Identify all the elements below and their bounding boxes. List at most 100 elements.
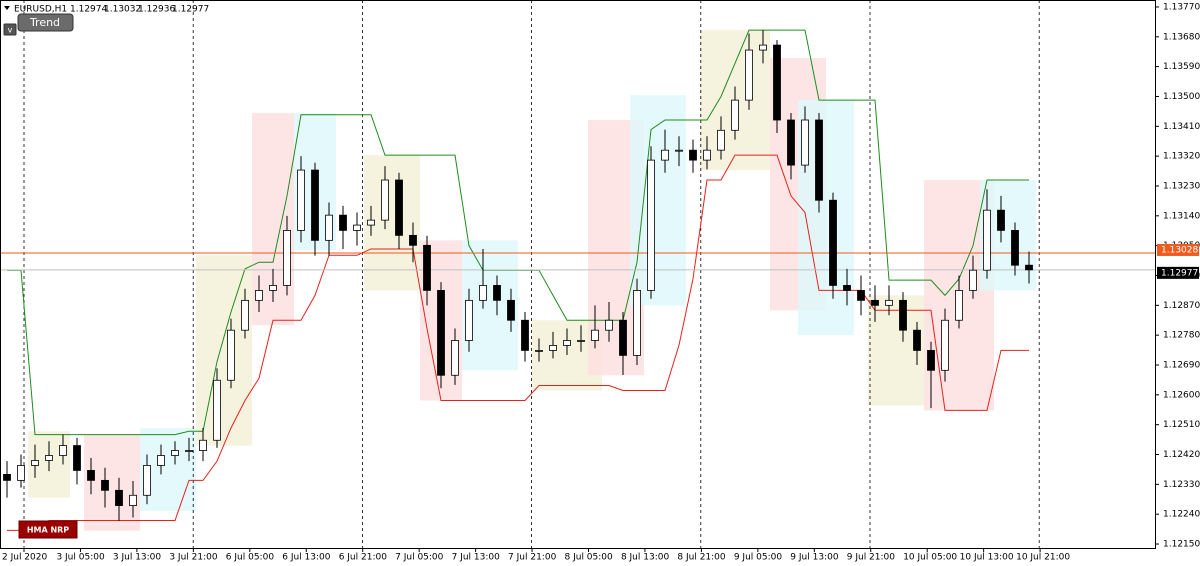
candle-body [381, 179, 389, 221]
collapse-label: v [8, 26, 13, 35]
candle-body [45, 455, 53, 461]
y-tick-label: 1.13770 [1163, 2, 1200, 12]
candle-body [199, 439, 207, 451]
zone [630, 95, 686, 306]
x-tick-label: 3 Jul 21:00 [169, 553, 218, 563]
candle-body [969, 269, 977, 291]
candle-body [577, 340, 585, 342]
indicator-badge[interactable]: HMA NRP [18, 520, 78, 539]
y-tick-label: 1.12690 [1163, 361, 1200, 371]
x-tick-label: 8 Jul 05:00 [565, 553, 614, 563]
candle-body [353, 224, 361, 231]
candle-body [17, 465, 25, 481]
candle-body [703, 149, 711, 161]
zone [84, 434, 140, 531]
candle-body [591, 329, 599, 341]
candle-body [941, 319, 949, 371]
zone [196, 255, 252, 446]
y-tick-label: 1.12240 [1163, 510, 1200, 520]
x-tick-label: 7 Jul 05:00 [395, 553, 444, 563]
candle-body [367, 219, 375, 226]
x-tick-label: 10 Jul 05:00 [903, 553, 957, 563]
candle-body [871, 299, 879, 306]
candle-body [493, 285, 501, 301]
price-label: 1.13028 [1161, 245, 1198, 255]
y-tick-label: 1.13230 [1163, 181, 1200, 191]
x-tick-label: 7 Jul 13:00 [452, 553, 501, 563]
candle-body [745, 49, 753, 101]
candle-body [815, 119, 823, 201]
candle-body [143, 465, 151, 496]
price-label: 1.12977 [1161, 268, 1198, 278]
candle-body [787, 119, 795, 166]
candle-body [339, 214, 347, 231]
price-label-box [1157, 243, 1199, 256]
candle-body [31, 460, 39, 466]
candle-body [479, 285, 487, 301]
candle-body [115, 489, 123, 506]
y-tick-label: 1.13140 [1163, 211, 1200, 221]
candle-body [899, 299, 907, 331]
trend-button[interactable]: Trend [17, 13, 74, 32]
y-tick-label: 1.13680 [1163, 32, 1200, 42]
candle-body [689, 149, 697, 161]
candle-body [731, 99, 739, 131]
candle-body [829, 199, 837, 286]
candle-body [297, 169, 305, 231]
candle-body [171, 450, 179, 456]
candle-body [927, 350, 935, 371]
chart-title: EURUSD,H1 [14, 5, 67, 15]
y-tick-label: 1.12780 [1163, 331, 1200, 341]
candle-body [983, 209, 991, 271]
last-bar-value: 1.12936 [138, 5, 175, 15]
candle-body [1011, 230, 1019, 266]
candle-body [283, 230, 291, 286]
y-tick-label: 1.13590 [1163, 62, 1200, 72]
candle-body [843, 285, 851, 291]
last-bar-value: 1.12974 [70, 5, 107, 15]
candle-body [129, 494, 137, 506]
x-tick-label: 10 Jul 13:00 [960, 553, 1014, 563]
candle-body [955, 290, 963, 321]
candle-body [507, 299, 515, 321]
last-bar-value: 1.12977 [172, 5, 209, 15]
menu-arrow[interactable] [4, 6, 10, 10]
candle-body [521, 319, 529, 351]
candle-body [227, 329, 235, 381]
candle-body [633, 290, 641, 356]
candle-body [549, 345, 557, 351]
candle-body [437, 290, 445, 376]
trend-label: Trend [29, 16, 60, 29]
x-tick-label: 9 Jul 21:00 [847, 553, 896, 563]
candle-body [535, 350, 543, 352]
candle-body [759, 44, 767, 51]
candle-body [59, 445, 67, 456]
candle-body [157, 455, 165, 466]
candle-body [997, 209, 1005, 231]
candle-body [619, 319, 627, 356]
candle-body [311, 169, 319, 241]
x-tick-label: 9 Jul 05:00 [734, 553, 783, 563]
candle-body [409, 234, 417, 246]
x-tick-label: 3 Jul 13:00 [113, 553, 162, 563]
x-tick-label: 10 Jul 21:00 [1016, 553, 1070, 563]
candle-body [87, 470, 95, 481]
candle-body [913, 329, 921, 351]
y-tick-label: 1.12870 [1163, 301, 1200, 311]
candle-body [325, 214, 333, 241]
x-tick-label: 8 Jul 21:00 [677, 553, 726, 563]
y-tick-label: 1.12600 [1163, 390, 1200, 400]
y-tick-label: 1.12420 [1163, 450, 1200, 460]
x-tick-label: 2 Jul 2020 [2, 553, 47, 563]
candle-body [885, 299, 893, 306]
grid [23, 0, 1040, 548]
collapse-button[interactable]: v [3, 23, 17, 36]
y-tick-label: 1.13320 [1163, 152, 1200, 162]
candle-body [563, 340, 571, 346]
candle-body [773, 44, 781, 121]
price-label-box [1157, 266, 1199, 279]
candle-body [717, 129, 725, 151]
plot-frame [0, 0, 1156, 549]
